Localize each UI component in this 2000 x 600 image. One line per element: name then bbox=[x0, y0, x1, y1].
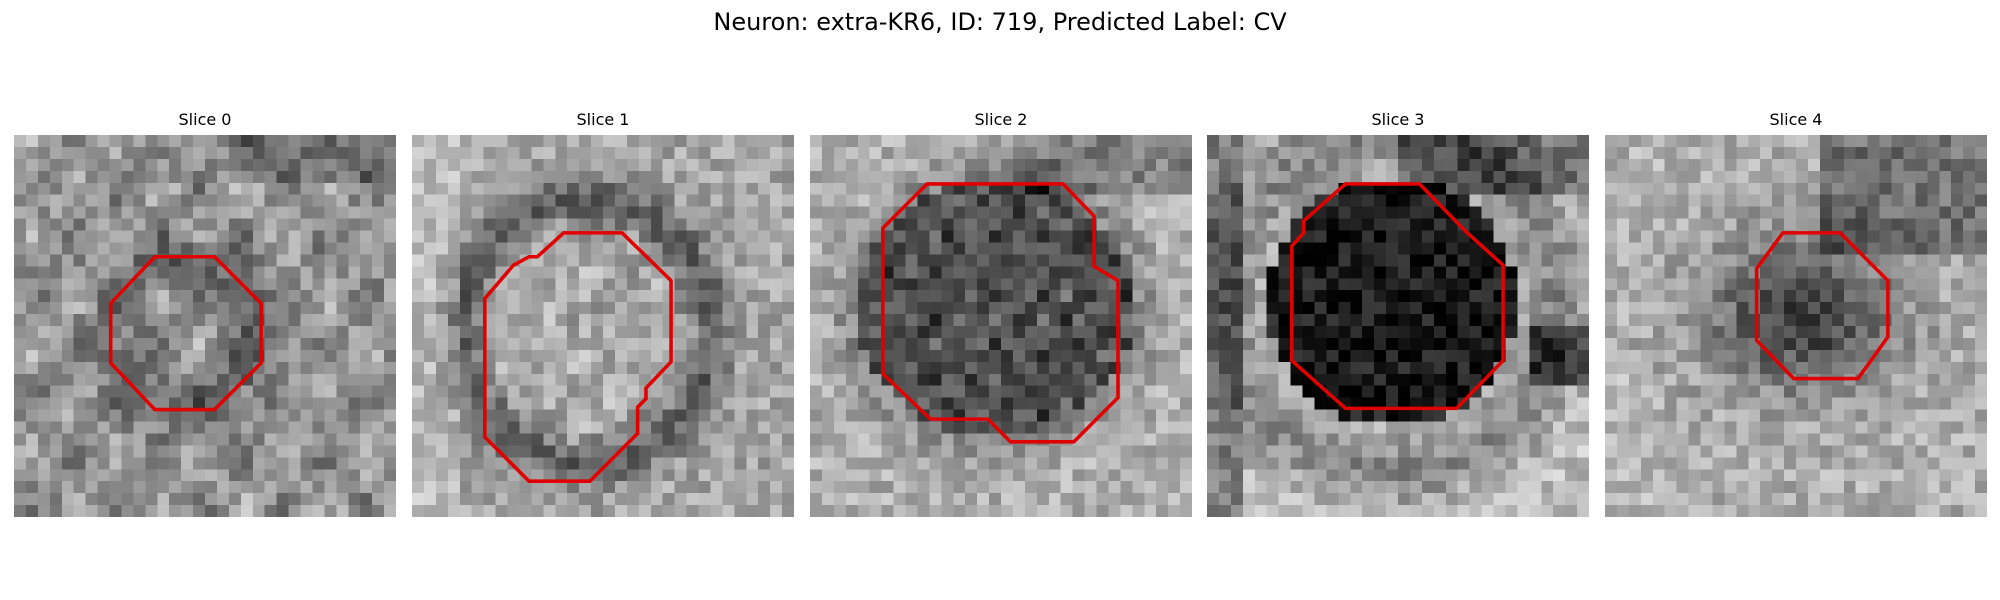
roi-contour bbox=[1754, 231, 1890, 381]
slice-panel-1: Slice 1 bbox=[412, 108, 794, 517]
slice-title-4: Slice 4 bbox=[1769, 110, 1823, 129]
grayscale-pixels bbox=[810, 135, 1192, 517]
roi-contour bbox=[108, 254, 263, 412]
slice-image-1 bbox=[412, 135, 794, 517]
roi-contour bbox=[1289, 182, 1505, 411]
roi-contour bbox=[881, 182, 1120, 444]
slice-panel-4: Slice 4 bbox=[1605, 108, 1987, 517]
slice-panel-3: Slice 3 bbox=[1207, 108, 1589, 517]
slice-panel-0: Slice 0 bbox=[14, 108, 396, 517]
slice-image-0 bbox=[14, 135, 396, 517]
grayscale-pixels bbox=[412, 135, 794, 517]
grayscale-pixels bbox=[14, 135, 396, 517]
slice-image-2 bbox=[810, 135, 1192, 517]
grayscale-pixels bbox=[1207, 135, 1589, 517]
slice-panel-2: Slice 2 bbox=[810, 108, 1192, 517]
slice-image-3 bbox=[1207, 135, 1589, 517]
figure-title: Neuron: extra-KR6, ID: 719, Predicted La… bbox=[713, 8, 1287, 36]
grayscale-pixels bbox=[1605, 135, 1987, 517]
slice-title-1: Slice 1 bbox=[576, 110, 630, 129]
slice-image-4 bbox=[1605, 135, 1987, 517]
roi-contour bbox=[483, 231, 673, 483]
slice-title-2: Slice 2 bbox=[974, 110, 1028, 129]
slice-title-0: Slice 0 bbox=[178, 110, 232, 129]
slice-title-3: Slice 3 bbox=[1371, 110, 1425, 129]
